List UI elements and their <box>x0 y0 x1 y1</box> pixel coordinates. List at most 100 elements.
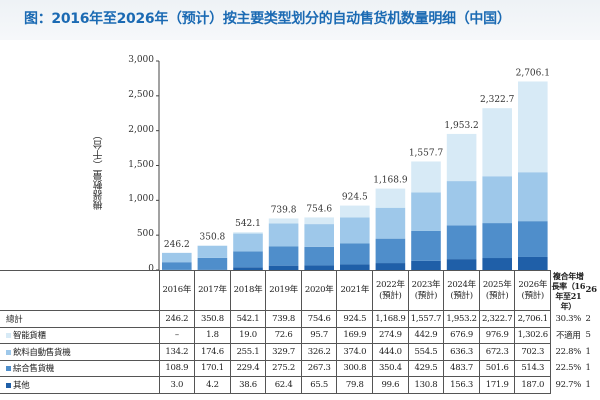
table-cell: 267.3 <box>300 359 338 377</box>
row-label-text: 其他 <box>13 380 30 391</box>
bar-segment-1 <box>375 238 406 264</box>
table-cell: 275.2 <box>265 359 302 377</box>
bar-segment-3 <box>446 133 477 182</box>
bar-segment-3 <box>482 108 512 177</box>
year-label: 2017年 <box>198 285 227 295</box>
bar-segment-2 <box>268 223 299 247</box>
bar-segment-2 <box>340 217 370 244</box>
header-year: 2016年 <box>158 270 196 311</box>
year-label: 2021年 <box>340 285 370 295</box>
table-row: 飲料自動售貨機 134.2 174.6 255.1 329.7 326.2 374.0 444… <box>0 343 600 361</box>
table-cell: 4.2 <box>194 376 231 394</box>
table-row: 其他 3.0 4.2 38.6 62.4 65.5 79.8 99.6 130.8 156.3 17… <box>0 376 600 394</box>
legend-swatch <box>6 333 11 339</box>
year-label: 2016年 <box>162 285 192 295</box>
year-label: 2019年 <box>269 285 298 295</box>
bar-segment-1 <box>482 223 512 259</box>
y-tick-label: 1,000 <box>128 194 154 205</box>
total-label: 246.2 <box>164 240 190 250</box>
table-row: 綜合售貨機 108.9 170.1 229.4 275.2 267.3 300.8 350.4… <box>0 359 600 377</box>
bar-segment-0 <box>268 265 299 270</box>
bar-segment-2 <box>375 207 406 239</box>
table-cell: 130.8 <box>407 376 445 394</box>
row-label: 飲料自動售貨機 <box>0 343 160 361</box>
table-cell: 255.1 <box>229 343 267 361</box>
bar-segment-1 <box>340 243 370 265</box>
table-cell: 754.6 <box>300 310 338 328</box>
table-cell: 1.8 <box>194 326 231 344</box>
bar-segment-2 <box>304 224 334 247</box>
year-label: 2025年 <box>482 279 512 290</box>
row-label-text: 綜合售貨機 <box>13 364 55 375</box>
bar-segment-3 <box>375 188 406 208</box>
y-tick-label: 0 <box>148 264 154 274</box>
table-cell: 187.0 <box>514 376 552 394</box>
row-label: 總計 <box>0 310 160 328</box>
page-title: 图：2016年至2026年（预计）按主要类型划分的自动售货机数量明细（中国） <box>24 11 511 27</box>
table-cell: 134.2 <box>158 343 196 361</box>
table-cell: 2,706.1 <box>514 310 552 328</box>
header-year: 2017年 <box>194 270 231 311</box>
y-tick-label: 500 <box>136 229 154 240</box>
table-cell: 483.7 <box>443 359 480 377</box>
y-tick-label: 1,500 <box>128 159 154 170</box>
table-row: 智能貨櫃 –1.8 19.0 72.6 95.7 169.9 274.9 442.9 676.9… <box>0 326 600 344</box>
table-cell: 174.6 <box>194 343 231 361</box>
table-cell: 169.9 <box>336 326 374 344</box>
header-year: 2025年 (預計) <box>478 270 516 311</box>
table-cell: 171.9 <box>478 376 516 394</box>
bar-segment-0 <box>446 259 477 270</box>
cagr2-header: 26 <box>585 285 598 295</box>
table-cell: 976.9 <box>478 326 516 344</box>
bar-segment-1 <box>518 221 548 257</box>
total-label: 350.8 <box>200 233 226 243</box>
total-label: 1,168.9 <box>373 176 408 186</box>
table-cell: 350.8 <box>194 310 231 328</box>
table-cell: 1,302.6 <box>514 326 552 344</box>
table-cell: 1,557.7 <box>407 310 445 328</box>
table-cell: 2,322.7 <box>478 310 516 328</box>
cagr2-cell: 5 <box>585 330 591 341</box>
bar-segment-3 <box>411 161 441 193</box>
table-cell: 329.7 <box>265 343 302 361</box>
cagr-cell: 不適用 <box>555 331 581 342</box>
row-label-text: 智能貨櫃 <box>13 331 46 342</box>
header-year: 2023年 (預計) <box>407 270 445 311</box>
table-cell: 79.8 <box>336 376 374 394</box>
table-cell: 19.0 <box>229 326 267 344</box>
table-cell: 156.3 <box>443 376 480 394</box>
total-label: 2,322.7 <box>480 95 515 105</box>
legend-swatch <box>6 382 11 388</box>
header-year: 2026年 (預計) <box>514 270 552 311</box>
table-cell: 95.7 <box>300 326 338 344</box>
table-cell: 99.6 <box>372 376 409 394</box>
table-cell: 739.8 <box>265 310 302 328</box>
bar-segment-1 <box>304 246 334 266</box>
header-year: 2024年 (預計) <box>443 270 480 311</box>
table-cell: 702.3 <box>514 343 552 361</box>
cagr2-cell: 1 <box>585 346 591 357</box>
table-cell: – <box>158 326 196 344</box>
table-cell: 676.9 <box>443 326 480 344</box>
row-label: 智能貨櫃 <box>0 326 160 344</box>
cagr-cell: 22.8% <box>555 346 582 357</box>
total-label: 1,557.7 <box>409 148 444 158</box>
bar-segment-3 <box>268 218 299 224</box>
bar-segment-2 <box>482 176 512 224</box>
table-cell: 442.9 <box>407 326 445 344</box>
year-label: 2020年 <box>304 285 334 295</box>
table-row: 總計 246.2 350.8 542.1 739.8 754.6 924.5 1,168.9 1… <box>0 310 600 328</box>
forecast-note: (預計) <box>450 290 473 301</box>
bar-segment-0 <box>375 263 406 270</box>
bar-segment-1 <box>162 262 192 270</box>
year-label: 2026年 <box>518 279 548 290</box>
bar-segment-0 <box>518 256 548 270</box>
bar-segment-2 <box>233 233 263 252</box>
y-tick-label: 2,000 <box>128 124 154 135</box>
table-cell: 229.4 <box>229 359 267 377</box>
table-cell: 374.0 <box>336 343 374 361</box>
total-label: 542.1 <box>235 219 261 229</box>
table-cell: 554.5 <box>407 343 445 361</box>
table-cell: 108.9 <box>158 359 196 377</box>
